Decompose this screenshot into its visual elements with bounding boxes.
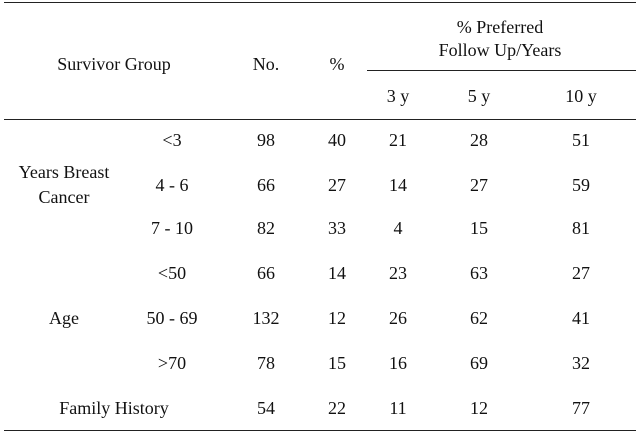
- header-3y: 3 y: [386, 86, 410, 106]
- row-3-sub: 7 - 10: [151, 218, 193, 238]
- header-survivor-group: Survivor Group: [57, 54, 171, 74]
- header-no: No.: [252, 54, 280, 74]
- row-1-3y: 21: [389, 130, 407, 150]
- row-7-3y: 11: [389, 398, 407, 418]
- row-4-10y: 27: [572, 263, 590, 283]
- row-7-5y: 12: [470, 398, 488, 418]
- row-2-no: 66: [257, 175, 275, 195]
- row-2-3y: 14: [389, 175, 407, 195]
- header-subrule: [367, 70, 636, 71]
- row-2-pct: 27: [328, 175, 346, 195]
- row-6-10y: 32: [572, 353, 590, 373]
- row-2-sub: 4 - 6: [155, 175, 189, 195]
- row-3-3y: 4: [393, 218, 403, 238]
- row-6-5y: 69: [470, 353, 488, 373]
- row-1-no: 98: [257, 130, 275, 150]
- row-4-sub: <50: [157, 263, 187, 283]
- row-5-3y: 26: [389, 308, 407, 328]
- row-4-pct: 14: [328, 263, 346, 283]
- group-label-age: Age: [49, 308, 79, 328]
- header-preferred-line2: Follow Up/Years: [438, 40, 562, 60]
- row-4-no: 66: [257, 263, 275, 283]
- group-label-family-history: Family History: [59, 398, 169, 418]
- header-10y: 10 y: [565, 86, 597, 106]
- row-6-pct: 15: [328, 353, 346, 373]
- row-5-no: 132: [252, 308, 280, 328]
- row-5-10y: 41: [572, 308, 590, 328]
- header-pct: %: [329, 54, 345, 74]
- row-1-sub: <3: [162, 130, 182, 150]
- row-6-no: 78: [257, 353, 275, 373]
- row-3-5y: 15: [470, 218, 488, 238]
- row-5-5y: 62: [470, 308, 488, 328]
- row-3-pct: 33: [328, 218, 346, 238]
- row-7-no: 54: [257, 398, 275, 418]
- row-4-3y: 23: [389, 263, 407, 283]
- row-1-10y: 51: [572, 130, 590, 150]
- header-preferred-line1: % Preferred: [456, 17, 544, 37]
- header-bottom-rule: [4, 119, 636, 120]
- row-7-pct: 22: [328, 398, 346, 418]
- row-2-10y: 59: [572, 175, 590, 195]
- row-7-10y: 77: [572, 398, 590, 418]
- row-4-5y: 63: [470, 263, 488, 283]
- row-6-sub: >70: [157, 353, 187, 373]
- row-1-5y: 28: [470, 130, 488, 150]
- row-3-no: 82: [257, 218, 275, 238]
- top-rule: [4, 2, 636, 3]
- group-label-years-line1: Years Breast: [18, 162, 110, 182]
- row-5-sub: 50 - 69: [146, 308, 198, 328]
- bottom-rule: [4, 430, 636, 431]
- header-5y: 5 y: [467, 86, 491, 106]
- row-5-pct: 12: [328, 308, 346, 328]
- group-label-years-line2: Cancer: [38, 187, 90, 207]
- row-3-10y: 81: [572, 218, 590, 238]
- row-1-pct: 40: [328, 130, 346, 150]
- row-6-3y: 16: [389, 353, 407, 373]
- row-2-5y: 27: [470, 175, 488, 195]
